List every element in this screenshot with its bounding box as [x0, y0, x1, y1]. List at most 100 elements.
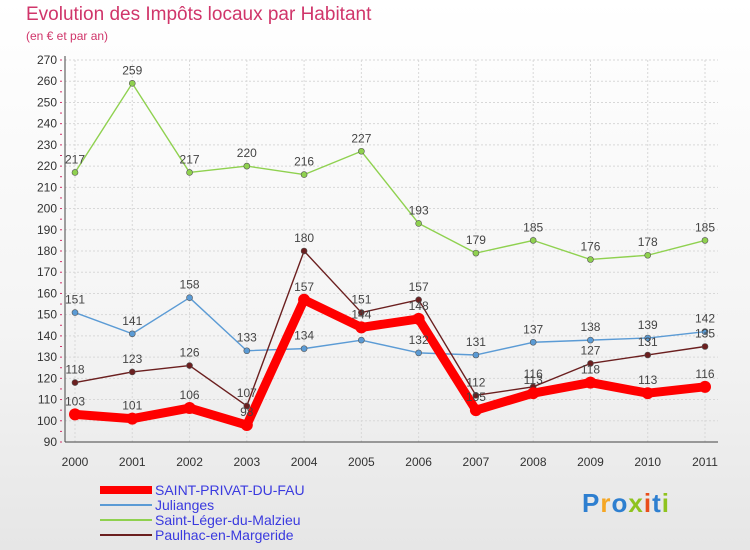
data-point: [472, 249, 480, 257]
logo-letter: x: [628, 488, 644, 518]
data-label: 220: [237, 146, 257, 160]
data-label: 185: [695, 220, 715, 234]
data-label: 217: [180, 152, 200, 166]
data-label: 116: [695, 367, 714, 381]
data-label: 217: [65, 152, 85, 166]
chart-title: Evolution des Impôts locaux par Habitant: [26, 4, 372, 25]
data-point: [527, 387, 540, 400]
data-point: [186, 294, 193, 301]
data-label: 131: [466, 335, 486, 349]
data-point: [298, 293, 311, 306]
data-label: 138: [580, 320, 600, 334]
data-point: [243, 162, 251, 170]
data-label: 116: [524, 367, 543, 381]
data-label: 126: [180, 346, 200, 360]
legend-label: Paulhac-en-Margeride: [155, 527, 294, 543]
data-point: [355, 321, 368, 334]
data-point: [644, 251, 652, 259]
data-label: 131: [638, 335, 658, 349]
data-label: 193: [409, 203, 429, 217]
data-point: [128, 330, 136, 338]
y-tick-label: 90: [44, 435, 58, 449]
y-tick-label: 210: [37, 180, 57, 194]
y-tick-label: 260: [37, 74, 57, 88]
data-point: [529, 338, 537, 346]
data-point: [699, 380, 711, 393]
data-point: [300, 345, 308, 352]
data-point: [126, 412, 139, 425]
data-point: [644, 334, 652, 342]
x-tick-label: 2008: [520, 455, 547, 469]
data-label: 148: [409, 299, 429, 313]
data-label: 113: [638, 373, 657, 387]
y-tick-label: 190: [37, 223, 57, 237]
data-point: [644, 351, 652, 359]
logo-letter: i: [661, 488, 670, 518]
data-label: 141: [122, 314, 142, 328]
data-label: 127: [580, 343, 600, 357]
y-tick-label: 140: [37, 329, 57, 343]
y-tick-label: 230: [37, 138, 57, 152]
legend-swatch: [100, 534, 152, 536]
data-point: [701, 328, 709, 335]
data-label: 118: [65, 363, 84, 377]
proxiti-logo: Proxiti: [582, 488, 670, 519]
data-point: [300, 247, 308, 255]
y-tick-label: 170: [37, 265, 57, 279]
x-tick-label: 2005: [348, 455, 375, 469]
x-tick-label: 2002: [176, 455, 203, 469]
data-point: [415, 349, 422, 357]
logo-letter: P: [582, 488, 601, 518]
data-label: 151: [65, 293, 85, 307]
data-label: 259: [122, 63, 142, 77]
x-tick-label: 2006: [405, 455, 432, 469]
data-point: [71, 169, 79, 176]
x-tick-label: 2001: [119, 455, 146, 469]
data-label: 137: [523, 322, 543, 336]
data-label: 185: [523, 220, 543, 234]
data-point: [587, 336, 594, 344]
data-label: 106: [180, 388, 200, 402]
data-point: [587, 256, 594, 263]
legend-swatch: [100, 486, 152, 494]
data-point: [472, 392, 480, 399]
data-label: 227: [351, 131, 371, 145]
data-label: 107: [237, 386, 257, 400]
data-point: [358, 147, 365, 155]
data-label: 135: [695, 327, 715, 341]
data-point: [412, 312, 425, 325]
legend-swatch: [100, 519, 152, 521]
data-point: [358, 309, 365, 316]
data-point: [240, 419, 253, 432]
x-tick-label: 2009: [577, 455, 604, 469]
data-point: [415, 220, 422, 227]
data-point: [128, 368, 136, 376]
x-tick-label: 2010: [634, 455, 661, 469]
data-label: 101: [122, 399, 142, 413]
data-point: [529, 237, 537, 244]
data-label: 151: [351, 293, 371, 307]
data-point: [186, 362, 193, 369]
x-tick-label: 2000: [62, 455, 89, 469]
data-point: [472, 351, 480, 359]
chart-subtitle: (en € et par an): [26, 29, 109, 43]
data-label: 118: [581, 363, 600, 377]
data-label: 133: [237, 331, 257, 345]
data-point: [243, 402, 251, 410]
y-tick-label: 240: [37, 117, 57, 131]
data-label: 134: [294, 329, 314, 343]
data-label: 142: [695, 312, 715, 326]
data-label: 113: [524, 373, 543, 387]
y-tick-label: 130: [37, 350, 57, 364]
data-point: [701, 343, 709, 350]
line-chart: 90 100 110 120 130 140 150 160 170 180 190 200 210 22…: [37, 53, 718, 469]
data-label: 98: [240, 405, 254, 419]
series-line-3: [74, 250, 706, 407]
y-tick-label: 200: [37, 202, 57, 216]
data-point: [71, 309, 79, 316]
data-point: [587, 360, 594, 367]
series-line-2: [74, 82, 706, 261]
data-label: 139: [638, 318, 658, 332]
data-point: [128, 80, 136, 87]
data-label: 112: [466, 375, 485, 389]
